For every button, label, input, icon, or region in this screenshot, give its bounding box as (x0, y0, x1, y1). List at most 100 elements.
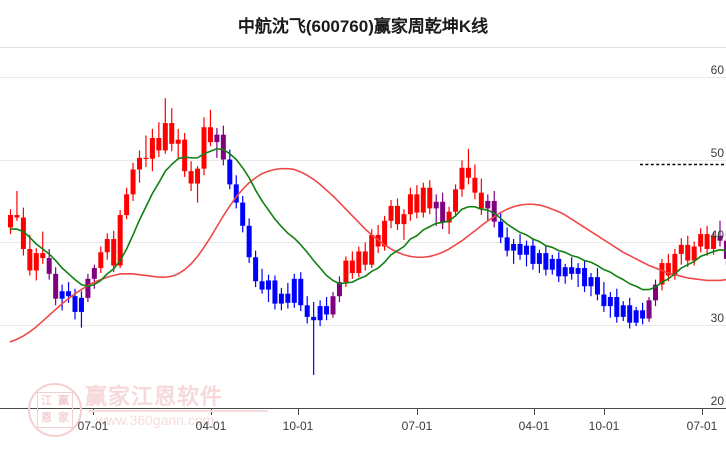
candle (111, 230, 117, 273)
candle (104, 233, 110, 260)
candle (569, 257, 575, 280)
candle (369, 229, 375, 269)
candle (607, 292, 613, 318)
candle (98, 246, 104, 273)
candle (356, 246, 362, 278)
candle (175, 128, 181, 159)
candle (582, 260, 588, 293)
watermark-seal: 江 赢 恩 家 (28, 383, 82, 437)
candle (59, 284, 65, 311)
gridline-50 (0, 160, 726, 161)
candle (130, 162, 136, 201)
candle (8, 209, 13, 235)
page-title: 中航沈飞(600760)赢家周乾坤K线 (237, 17, 489, 36)
candle (524, 240, 529, 267)
y-tick-label-60: 60 (710, 63, 724, 77)
candle (253, 250, 259, 288)
candle (85, 273, 91, 302)
y-tick-label-20: 20 (710, 394, 724, 408)
candle (27, 234, 33, 276)
candle (511, 239, 517, 264)
candle (711, 231, 717, 255)
candle (627, 297, 633, 329)
candle (72, 288, 78, 320)
candle (304, 296, 310, 324)
watermark-brand: 赢家江恩软件 (85, 384, 224, 409)
x-tick-label-6: 07-01 (686, 419, 718, 433)
x-tick-label-1: 04-01 (195, 419, 227, 433)
candle (588, 273, 594, 297)
seal-char-3: 家 (58, 412, 69, 424)
candle (504, 227, 510, 257)
candle (311, 301, 317, 375)
candle (388, 200, 394, 229)
x-tick-mark-4 (534, 409, 535, 415)
candle (266, 274, 271, 302)
x-tick-label-3: 07-01 (401, 419, 433, 433)
candle (665, 253, 671, 282)
candle (549, 254, 555, 275)
candle (382, 215, 388, 251)
candle (414, 185, 420, 219)
candle (401, 209, 407, 240)
candle (169, 108, 175, 152)
watermark-seal-inner: 江 赢 恩 家 (37, 392, 73, 428)
candle (691, 241, 697, 266)
seal-char-1: 赢 (58, 395, 69, 407)
x-axis-line (0, 408, 726, 409)
candle (298, 272, 304, 312)
gridline-40 (0, 242, 726, 243)
candle (465, 148, 471, 185)
x-tick-label-5: 10-01 (588, 419, 620, 433)
y-tick-label-40: 40 (710, 228, 724, 242)
x-tick-label-0: 07-01 (77, 419, 109, 433)
candle (459, 160, 465, 197)
candle (543, 245, 549, 276)
gridline-60 (0, 77, 726, 78)
x-tick-label-4: 04-01 (518, 419, 550, 433)
candle (601, 282, 607, 312)
seal-char-0: 江 (41, 395, 52, 407)
x-tick-mark-5 (604, 409, 605, 415)
candle (188, 161, 194, 192)
candle (143, 135, 149, 167)
x-tick-mark-1 (211, 409, 212, 415)
candle (201, 117, 207, 176)
candle (124, 187, 130, 220)
candle (214, 128, 220, 158)
candle (575, 263, 581, 288)
candle (614, 288, 620, 323)
candle (453, 184, 459, 217)
candle (517, 234, 523, 260)
x-tick-label-2: 10-01 (282, 419, 314, 433)
candle (646, 297, 652, 322)
gridline-30 (0, 325, 726, 326)
candle (33, 248, 39, 281)
candle (272, 275, 278, 310)
candle (117, 210, 123, 269)
candle (704, 225, 710, 256)
candle (653, 279, 658, 307)
candle (343, 256, 349, 288)
candle (556, 252, 562, 283)
candle (440, 192, 446, 230)
y-tick-label-30: 30 (710, 311, 724, 325)
candle (14, 191, 20, 221)
candle (498, 211, 504, 244)
watermark-url: www.360gann.com (96, 412, 215, 428)
candle (362, 242, 368, 271)
x-tick-mark-3 (417, 409, 418, 415)
candle (530, 238, 536, 270)
candle (420, 182, 426, 218)
candle (182, 133, 188, 177)
candle (472, 164, 478, 200)
header-divider (0, 47, 726, 48)
candle (717, 220, 723, 247)
seal-char-2: 恩 (41, 412, 52, 424)
candle (536, 249, 542, 273)
candle (91, 264, 97, 289)
candle (672, 248, 678, 280)
candle (46, 248, 52, 280)
